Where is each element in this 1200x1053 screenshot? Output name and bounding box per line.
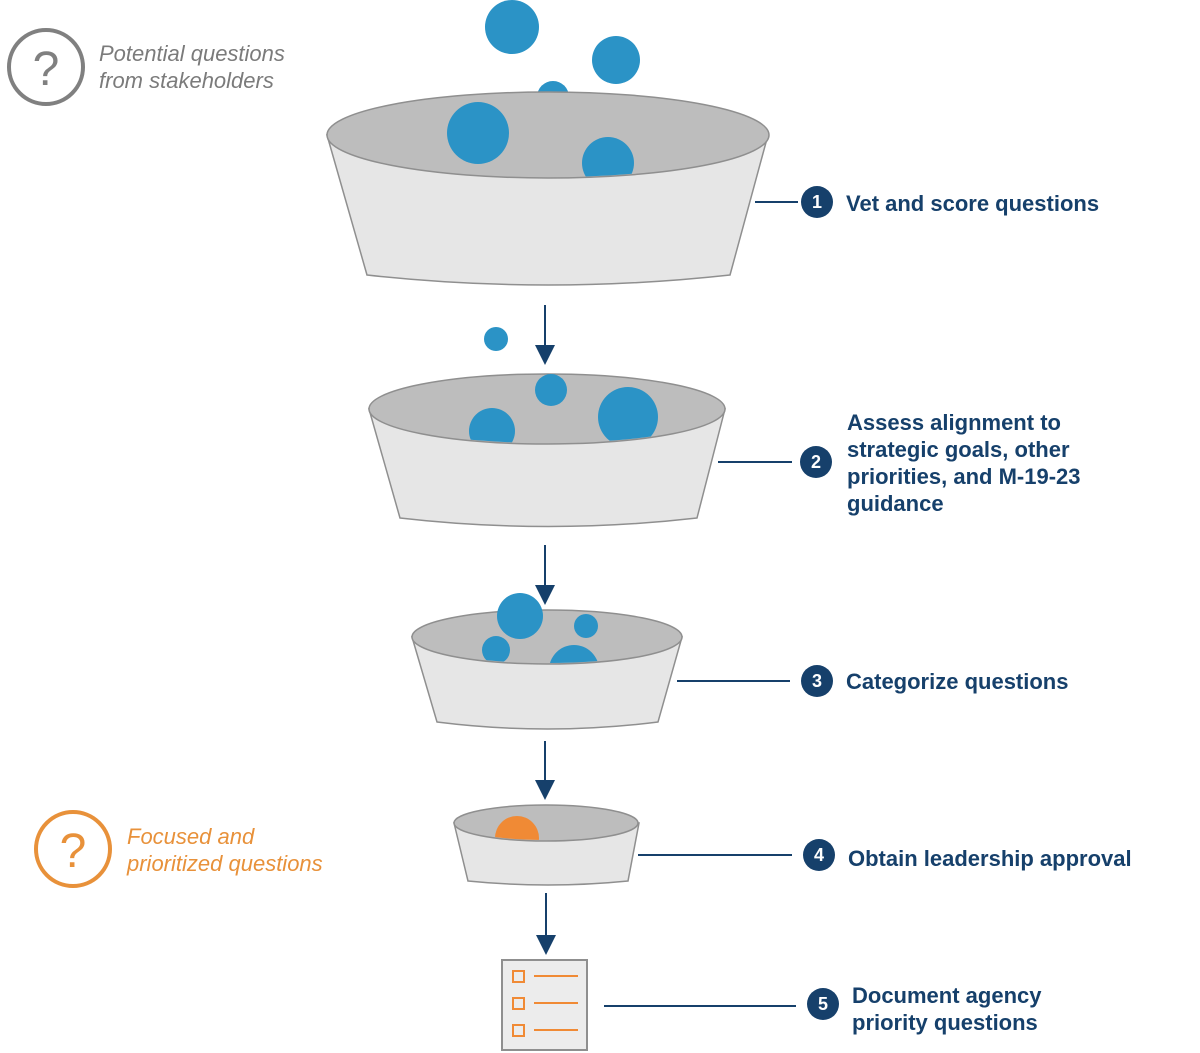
step-3-label: Categorize questions	[846, 668, 1068, 695]
step-4-number: 4	[814, 845, 824, 865]
step-5-label: Document agency priority questions	[852, 982, 1112, 1036]
question-dot	[549, 645, 599, 663]
step-4-badge: 4	[803, 839, 835, 871]
legend-bottom-line-2: prioritized questions	[127, 851, 323, 876]
step-1-line-1: Vet and score questions	[846, 191, 1100, 216]
step-3-badge: 3	[801, 665, 833, 697]
discarded-question-dot	[484, 327, 508, 351]
step-1-number: 1	[812, 192, 822, 212]
step-5-line-1: Document agency	[852, 983, 1042, 1008]
step-2-line-1: Assess alignment to	[847, 410, 1061, 435]
question-dot	[535, 374, 567, 406]
step-2-badge: 2	[800, 446, 832, 478]
step-2-label: Assess alignment to strategic goals, oth…	[847, 409, 1147, 517]
approved-question-dot	[495, 816, 539, 840]
checklist-document-icon	[501, 959, 588, 1051]
step-5-number: 5	[818, 994, 828, 1014]
legend-bottom-line-1: Focused and	[127, 824, 255, 849]
legend-bottom-question-icon: ?	[34, 810, 112, 888]
step-2-number: 2	[811, 452, 821, 472]
legend-top-line-2: from stakeholders	[99, 68, 274, 93]
funnel-2	[368, 373, 726, 528]
question-dot	[447, 102, 509, 164]
step-2-line-2: strategic goals, other	[847, 437, 1070, 462]
legend-top-question-icon: ?	[7, 28, 85, 106]
question-dot	[485, 0, 539, 54]
step-4-line-1: Obtain leadership approval	[848, 846, 1132, 871]
step-4-label: Obtain leadership approval	[848, 845, 1132, 872]
step-5-badge: 5	[807, 988, 839, 1020]
svg-text:?: ?	[60, 825, 87, 878]
question-dot	[482, 636, 510, 663]
legend-bottom-label: Focused and prioritized questions	[127, 823, 323, 877]
legend-top-label: Potential questions from stakeholders	[99, 40, 285, 94]
step-1-badge: 1	[801, 186, 833, 218]
step-2-line-3: priorities, and M-19-23	[847, 464, 1081, 489]
question-dot	[497, 593, 543, 639]
question-dot	[592, 36, 640, 84]
step-3-line-1: Categorize questions	[846, 669, 1069, 694]
question-dot	[574, 614, 598, 638]
step-1-label: Vet and score questions	[846, 190, 1099, 217]
funnel-4	[453, 804, 640, 886]
step-2-line-4: guidance	[847, 491, 944, 516]
funnel-1	[326, 91, 770, 286]
legend-top-line-1: Potential questions	[99, 41, 285, 66]
funnel-3	[410, 593, 683, 730]
step-5-line-2: priority questions	[852, 1010, 1038, 1035]
step-3-number: 3	[812, 671, 822, 691]
svg-text:?: ?	[33, 43, 60, 96]
question-dot	[598, 387, 658, 443]
